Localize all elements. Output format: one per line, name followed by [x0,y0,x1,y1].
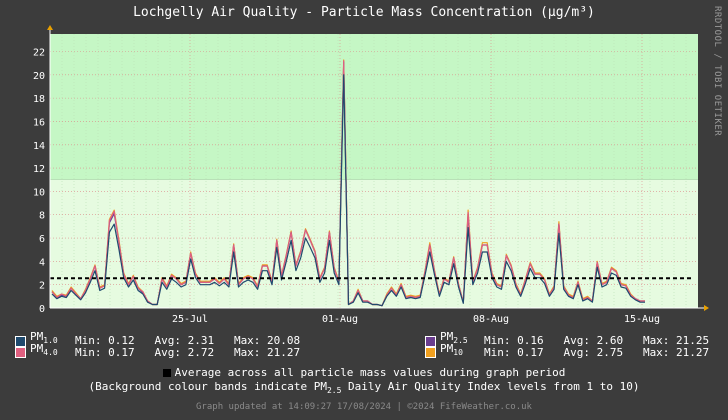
y-tick-label: 22 [33,47,45,58]
chart-area: 0 2 4 6 8 10 12 14 16 18 20 22 25-Jul 01-Aug 08-Aug 15-… [33,25,709,325]
y-tick-label: 14 [33,141,45,152]
x-tick-label: 15-Aug [624,314,660,325]
legend-label-pm4: PM4.0 [30,342,58,357]
y-tick-label: 20 [33,71,45,82]
y-axis-arrow [47,25,53,30]
legend-stats-pm4: Min: 0.17 Avg: 2.72 Max: 21.27 [75,346,301,359]
legend-label-pm25: PM2.5 [440,330,468,345]
y-tick-label: 12 [33,164,45,175]
legend-stats-pm1: Min: 0.12 Avg: 2.31 Max: 20.08 [75,334,301,347]
y-tick-label: 2 [39,281,45,292]
average-line-icon [162,369,171,377]
y-tick-label: 8 [39,211,45,222]
x-tick-label: 25-Jul [172,314,208,325]
average-note-text: Average across all particle mass values … [174,366,566,379]
footer-credit: Graph updated at 14:09:27 17/08/2024 | ©… [196,402,532,412]
x-tick-label: 08-Aug [473,314,509,325]
x-tick-label: 01-Aug [322,314,358,325]
legend-label-pm1: PM1.0 [30,330,58,345]
chart-title: Lochgelly Air Quality - Particle Mass Co… [133,5,595,20]
y-tick-label: 10 [33,187,45,198]
legend-stats-pm10: Min: 0.17 Avg: 2.75 Max: 21.27 [484,346,710,359]
legend-swatch-pm4 [15,347,26,358]
legend-stats-pm25: Min: 0.16 Avg: 2.60 Max: 21.25 [484,334,710,347]
legend-swatch-pm25 [425,336,436,347]
rrdtool-credit: RRDTOOL / TOBI OETIKER [712,6,722,137]
legend-swatch-pm1 [15,336,26,347]
y-tick-label: 0 [39,304,45,315]
average-note: Average across all particle mass values … [0,366,728,379]
y-tick-label: 6 [39,234,45,245]
x-axis-arrow [704,305,709,311]
series-line-pm10 [51,74,645,307]
y-tick-label: 16 [33,117,45,128]
legend-swatch-pm10 [425,347,436,358]
y-tick-label: 18 [33,94,45,105]
y-tick-label: 4 [39,257,45,268]
legend-label-pm10: PM10 [440,342,463,357]
background-band-1 [50,179,698,308]
band-note: (Background colour bands indicate PM2.5 … [88,380,640,396]
